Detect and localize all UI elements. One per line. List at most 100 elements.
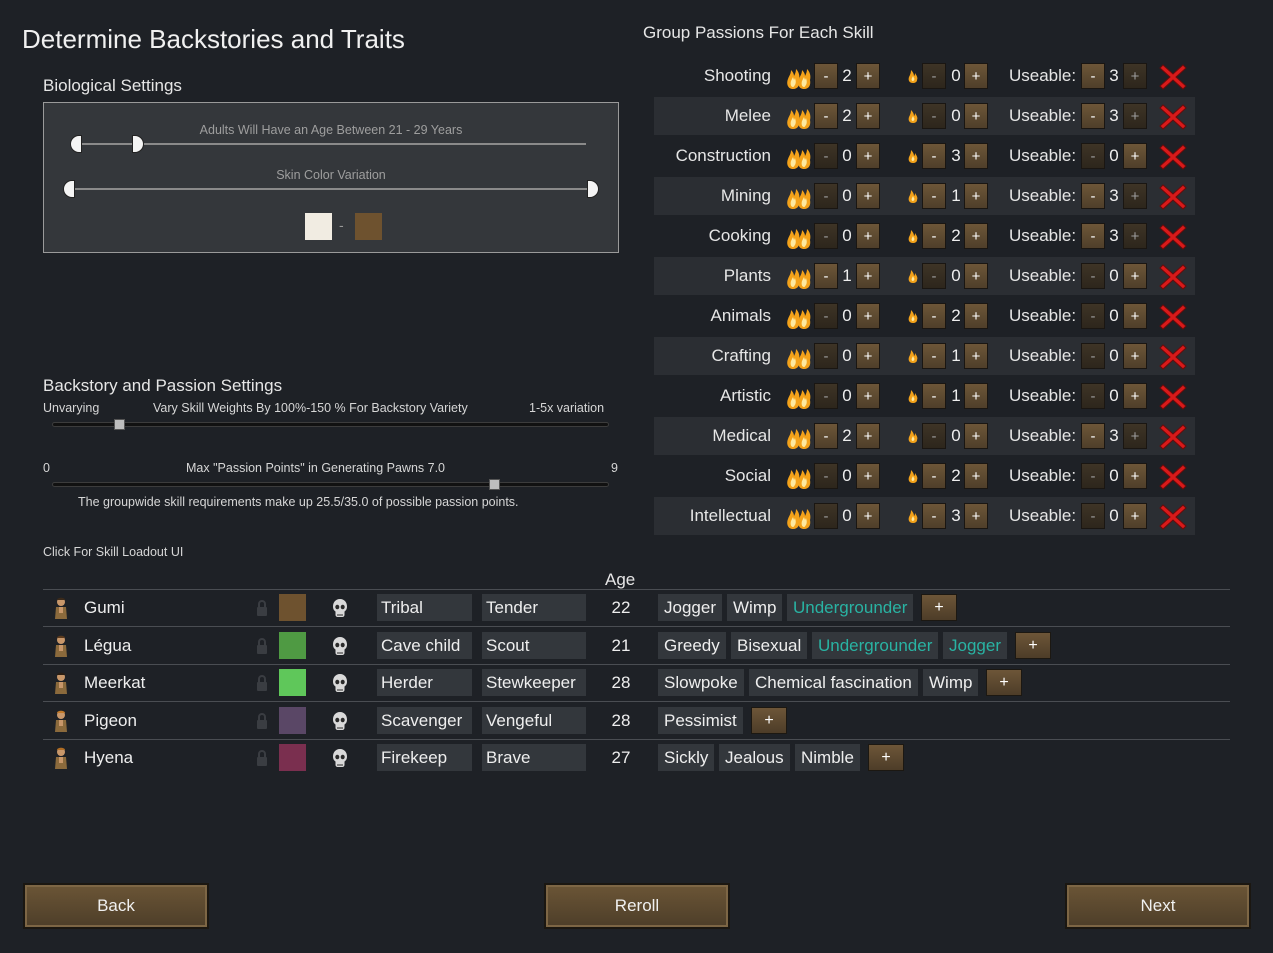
minor-passion-minus-button[interactable]: - [922,303,946,329]
minor-passion-plus-button[interactable]: + [964,463,988,489]
skull-icon[interactable] [332,636,348,656]
childhood-backstory[interactable]: Scavenger [377,706,472,734]
favorite-color-swatch[interactable] [279,706,306,734]
clear-skill-icon[interactable] [1159,263,1187,291]
major-passion-minus-button[interactable]: - [814,143,838,169]
add-trait-button[interactable]: + [986,669,1022,696]
pawn-name[interactable]: Légua [84,635,132,655]
minor-passion-minus-button[interactable]: - [922,463,946,489]
major-passion-plus-button[interactable]: + [856,423,880,449]
favorite-color-swatch[interactable] [279,631,306,659]
add-trait-button[interactable]: + [868,744,904,771]
useable-minus-button[interactable]: - [1081,103,1105,129]
trait-chip[interactable]: Undergrounder [812,631,939,659]
useable-minus-button[interactable]: - [1081,143,1105,169]
lock-icon[interactable] [256,600,268,616]
favorite-color-swatch[interactable] [279,744,306,771]
minor-passion-minus-button[interactable]: - [922,503,946,529]
useable-minus-button[interactable]: - [1081,223,1105,249]
major-passion-plus-button[interactable]: + [856,103,880,129]
clear-skill-icon[interactable] [1159,63,1187,91]
minor-passion-plus-button[interactable]: + [964,383,988,409]
major-passion-plus-button[interactable]: + [856,263,880,289]
pawn-portrait-icon[interactable] [53,596,69,620]
pawn-name[interactable]: Meerkat [84,673,146,692]
skill-loadout-link[interactable]: Click For Skill Loadout UI [43,545,184,559]
trait-chip[interactable]: Jogger [658,594,722,621]
variation-slider-handle[interactable] [113,419,125,430]
minor-passion-plus-button[interactable]: + [964,423,988,449]
minor-passion-plus-button[interactable]: + [964,343,988,369]
minor-passion-minus-button[interactable]: - [922,223,946,249]
minor-passion-plus-button[interactable]: + [964,103,988,129]
useable-minus-button[interactable]: - [1081,423,1105,449]
minor-passion-minus-button[interactable]: - [922,103,946,129]
variation-slider-track[interactable] [52,422,609,427]
minor-passion-minus-button[interactable]: - [922,143,946,169]
minor-passion-plus-button[interactable]: + [964,143,988,169]
minor-passion-minus-button[interactable]: - [922,343,946,369]
trait-chip[interactable]: Jealous [719,744,790,771]
next-button[interactable]: Next [1065,883,1251,929]
useable-plus-button[interactable]: + [1123,503,1147,529]
useable-plus-button[interactable]: + [1123,263,1147,289]
useable-plus-button[interactable]: + [1123,63,1147,89]
minor-passion-minus-button[interactable]: - [922,63,946,89]
useable-minus-button[interactable]: - [1081,183,1105,209]
major-passion-minus-button[interactable]: - [814,183,838,209]
minor-passion-minus-button[interactable]: - [922,263,946,289]
adulthood-backstory[interactable]: Brave [482,744,586,771]
major-passion-minus-button[interactable]: - [814,463,838,489]
major-passion-plus-button[interactable]: + [856,463,880,489]
major-passion-plus-button[interactable]: + [856,303,880,329]
useable-minus-button[interactable]: - [1081,463,1105,489]
major-passion-minus-button[interactable]: - [814,223,838,249]
useable-minus-button[interactable]: - [1081,63,1105,89]
skull-icon[interactable] [332,711,348,731]
age-range-track[interactable] [76,143,586,145]
trait-chip[interactable]: Jogger [943,631,1007,659]
age-max-handle[interactable] [132,135,144,153]
major-passion-minus-button[interactable]: - [814,63,838,89]
back-button[interactable]: Back [23,883,209,929]
pawn-portrait-icon[interactable] [53,671,69,695]
pawn-portrait-icon[interactable] [53,746,69,770]
skin-color-min-swatch[interactable] [305,213,332,240]
lock-icon[interactable] [256,637,268,654]
minor-passion-minus-button[interactable]: - [922,183,946,209]
passion-slider-track[interactable] [52,482,609,487]
useable-plus-button[interactable]: + [1123,223,1147,249]
clear-skill-icon[interactable] [1159,503,1187,531]
useable-plus-button[interactable]: + [1123,463,1147,489]
add-trait-button[interactable]: + [1015,631,1051,659]
clear-skill-icon[interactable] [1159,383,1187,411]
adulthood-backstory[interactable]: Scout [482,631,586,659]
skin-variation-track[interactable] [70,188,592,190]
pawn-name[interactable]: Pigeon [84,710,137,730]
favorite-color-swatch[interactable] [279,594,306,621]
useable-plus-button[interactable]: + [1123,103,1147,129]
useable-minus-button[interactable]: - [1081,383,1105,409]
adulthood-backstory[interactable]: Stewkeeper [482,669,586,696]
clear-skill-icon[interactable] [1159,303,1187,331]
major-passion-plus-button[interactable]: + [856,503,880,529]
clear-skill-icon[interactable] [1159,103,1187,131]
useable-minus-button[interactable]: - [1081,503,1105,529]
clear-skill-icon[interactable] [1159,463,1187,491]
useable-plus-button[interactable]: + [1123,303,1147,329]
major-passion-minus-button[interactable]: - [814,263,838,289]
useable-minus-button[interactable]: - [1081,343,1105,369]
minor-passion-plus-button[interactable]: + [964,303,988,329]
major-passion-plus-button[interactable]: + [856,343,880,369]
clear-skill-icon[interactable] [1159,223,1187,251]
trait-chip[interactable]: Wimp [727,594,783,621]
skull-icon[interactable] [332,673,348,693]
skin-min-handle[interactable] [63,180,75,198]
childhood-backstory[interactable]: Cave child [377,631,472,659]
age-min-handle[interactable] [70,135,82,153]
pawn-name[interactable]: Hyena [84,748,134,767]
useable-plus-button[interactable]: + [1123,183,1147,209]
adulthood-backstory[interactable]: Vengeful [482,706,586,734]
lock-icon[interactable] [256,712,268,729]
minor-passion-plus-button[interactable]: + [964,223,988,249]
